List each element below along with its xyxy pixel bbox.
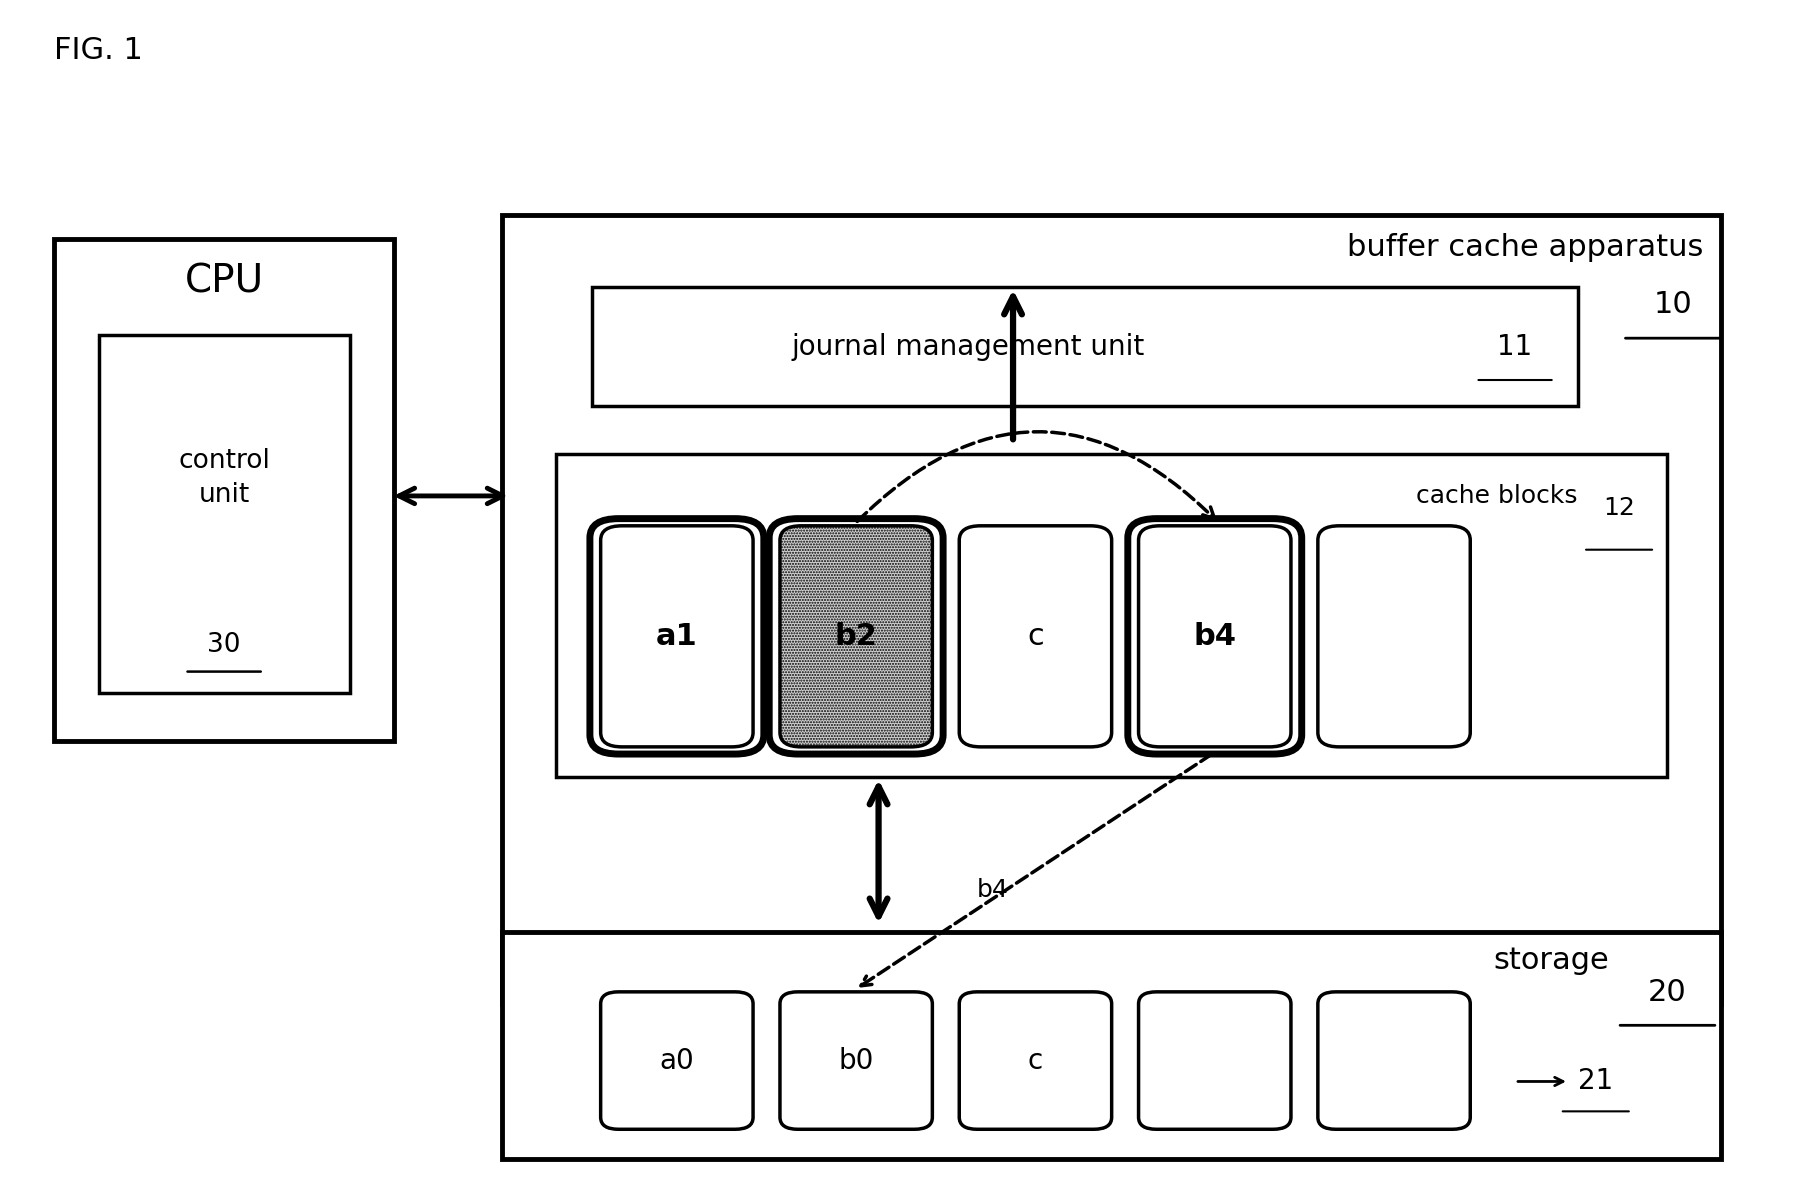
FancyBboxPatch shape — [54, 239, 394, 741]
FancyBboxPatch shape — [601, 526, 753, 747]
Text: a0: a0 — [660, 1047, 694, 1074]
Text: CPU: CPU — [185, 263, 264, 301]
FancyBboxPatch shape — [99, 335, 350, 693]
FancyBboxPatch shape — [769, 519, 943, 754]
FancyBboxPatch shape — [590, 519, 764, 754]
FancyBboxPatch shape — [780, 526, 932, 747]
Text: b4: b4 — [977, 878, 1009, 902]
Text: 10: 10 — [1653, 290, 1693, 319]
FancyBboxPatch shape — [1139, 526, 1291, 747]
Text: 12: 12 — [1603, 496, 1635, 520]
FancyBboxPatch shape — [601, 992, 753, 1129]
FancyBboxPatch shape — [556, 454, 1667, 777]
FancyBboxPatch shape — [502, 932, 1721, 1159]
FancyArrowPatch shape — [861, 754, 1212, 986]
Text: storage: storage — [1494, 946, 1608, 975]
FancyBboxPatch shape — [1318, 992, 1470, 1129]
Text: control
unit: control unit — [178, 448, 271, 508]
FancyBboxPatch shape — [1139, 992, 1291, 1129]
FancyBboxPatch shape — [502, 215, 1721, 1004]
Text: FIG. 1: FIG. 1 — [54, 36, 143, 65]
FancyBboxPatch shape — [592, 287, 1578, 406]
Text: 21: 21 — [1578, 1067, 1614, 1096]
Text: cache blocks: cache blocks — [1416, 484, 1578, 508]
FancyBboxPatch shape — [780, 992, 932, 1129]
FancyBboxPatch shape — [959, 526, 1112, 747]
Text: b0: b0 — [839, 1047, 873, 1074]
Text: 20: 20 — [1648, 978, 1687, 1006]
Text: b2: b2 — [836, 621, 877, 651]
Text: journal management unit: journal management unit — [791, 332, 1146, 361]
Text: 30: 30 — [208, 632, 240, 658]
Text: c: c — [1027, 621, 1044, 651]
Text: buffer cache apparatus: buffer cache apparatus — [1347, 233, 1703, 262]
Text: b4: b4 — [1194, 621, 1235, 651]
FancyArrowPatch shape — [857, 431, 1214, 521]
FancyBboxPatch shape — [1128, 519, 1302, 754]
FancyBboxPatch shape — [1318, 526, 1470, 747]
Text: a1: a1 — [656, 621, 697, 651]
Text: c: c — [1027, 1047, 1044, 1074]
Text: 11: 11 — [1497, 332, 1533, 361]
FancyBboxPatch shape — [959, 992, 1112, 1129]
